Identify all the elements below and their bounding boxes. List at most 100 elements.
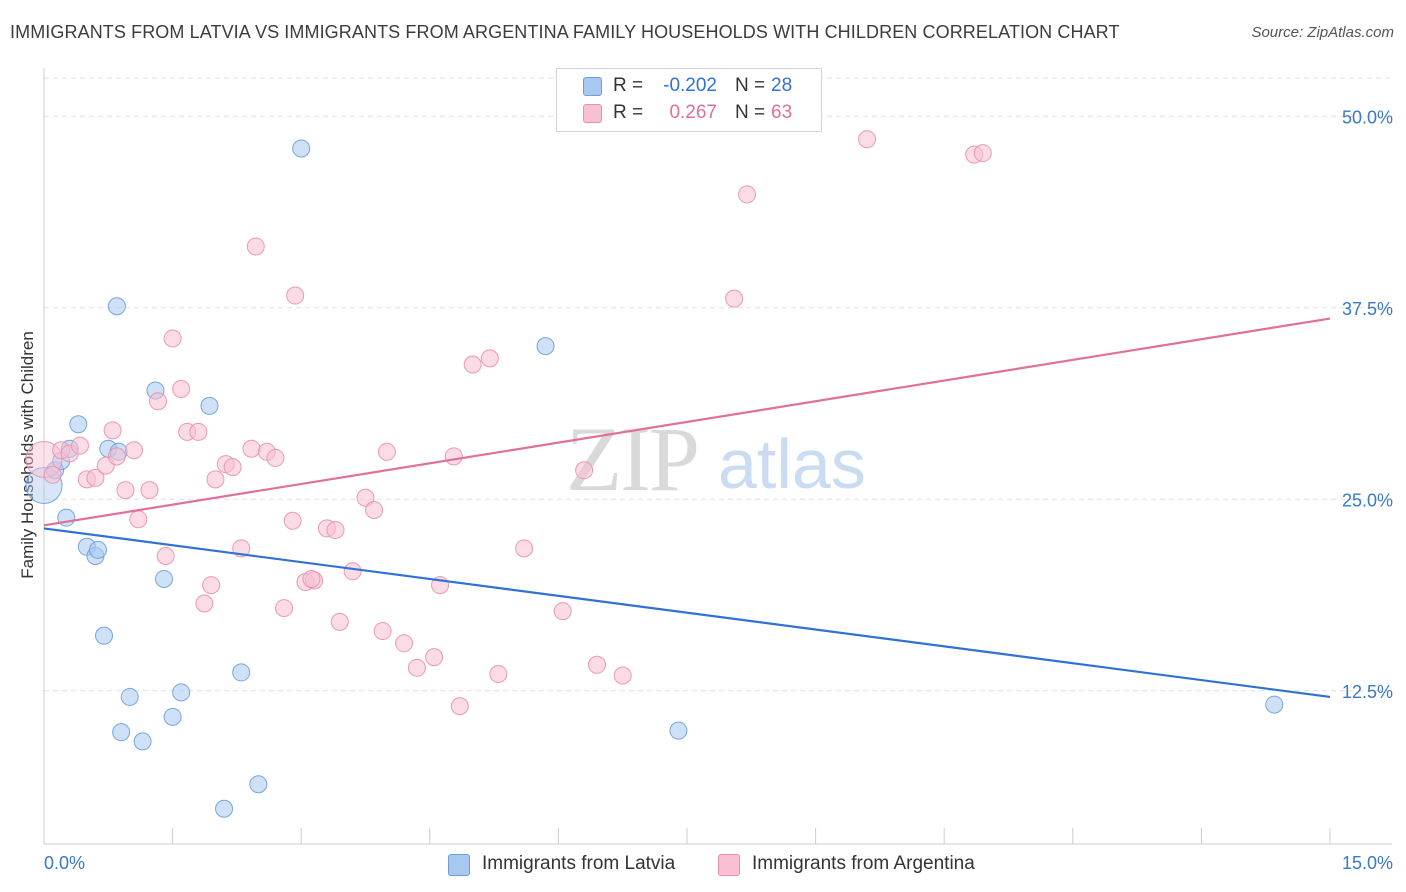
scatter-point[interactable] bbox=[112, 723, 131, 742]
scatter-point[interactable] bbox=[249, 775, 268, 794]
scatter-point[interactable] bbox=[669, 721, 688, 740]
legend-n-value: 63 bbox=[771, 102, 793, 123]
scatter-point[interactable] bbox=[200, 396, 219, 415]
series-points-1 bbox=[25, 130, 992, 716]
trend-line bbox=[43, 527, 1331, 699]
legend-r-value: -0.202 bbox=[663, 75, 717, 96]
scatter-point[interactable] bbox=[69, 415, 88, 434]
scatter-point[interactable] bbox=[536, 337, 555, 356]
y-tick-label: 25.0% bbox=[1342, 490, 1393, 510]
scatter-point[interactable] bbox=[125, 441, 144, 460]
scatter-point[interactable] bbox=[163, 329, 182, 348]
scatter-point[interactable] bbox=[266, 448, 285, 467]
scatter-point[interactable] bbox=[149, 392, 168, 411]
scatter-point[interactable] bbox=[232, 539, 251, 558]
scatter-point[interactable] bbox=[302, 569, 321, 588]
scatter-point[interactable] bbox=[444, 447, 463, 466]
scatter-point[interactable] bbox=[246, 237, 265, 256]
scatter-point[interactable] bbox=[425, 648, 444, 667]
scatter-point[interactable] bbox=[407, 658, 426, 677]
x-ticks bbox=[43, 828, 1331, 844]
series-swatch-argentina bbox=[718, 854, 740, 876]
series-label-latvia: Immigrants from Latvia bbox=[482, 853, 676, 874]
chart-title: IMMIGRANTS FROM LATVIA VS IMMIGRANTS FRO… bbox=[10, 22, 1120, 42]
legend-swatch-argentina bbox=[583, 104, 602, 123]
scatter-point[interactable] bbox=[195, 594, 214, 613]
trend-layer bbox=[43, 317, 1331, 699]
scatter-point[interactable] bbox=[1265, 695, 1284, 714]
scatter-point[interactable] bbox=[450, 697, 469, 716]
scatter-point[interactable] bbox=[71, 436, 90, 455]
trend-line bbox=[43, 317, 1331, 527]
scatter-point[interactable] bbox=[575, 461, 594, 480]
legend-row-argentina: R = 0.267 N = 63 bbox=[557, 100, 821, 126]
stats-legend: R = -0.202 N = 28 R = 0.267 N = 63 bbox=[556, 68, 822, 132]
scatter-point[interactable] bbox=[107, 447, 126, 466]
scatter-point[interactable] bbox=[189, 422, 208, 441]
scatter-point[interactable] bbox=[373, 622, 392, 641]
scatter-point[interactable] bbox=[515, 539, 534, 558]
scatter-point[interactable] bbox=[292, 139, 311, 158]
scatter-point[interactable] bbox=[489, 664, 508, 683]
scatter-point[interactable] bbox=[163, 707, 182, 726]
y-tick-label: 37.5% bbox=[1342, 299, 1393, 319]
watermark-atlas: atlas bbox=[718, 425, 866, 503]
scatter-point[interactable] bbox=[120, 687, 139, 706]
legend-n-label: N = bbox=[735, 102, 766, 123]
scatter-point[interactable] bbox=[356, 488, 375, 507]
scatter-point[interactable] bbox=[613, 666, 632, 685]
legend-n-label: N = bbox=[735, 75, 766, 96]
scatter-point[interactable] bbox=[365, 501, 384, 520]
scatter-point[interactable] bbox=[587, 655, 606, 674]
scatter-point[interactable] bbox=[89, 540, 108, 559]
scatter-point[interactable] bbox=[116, 481, 135, 500]
scatter-point[interactable] bbox=[275, 599, 294, 618]
x-tick-labels: 0.0% 15.0% bbox=[44, 853, 1393, 873]
scatter-point[interactable] bbox=[326, 520, 345, 539]
scatter-point[interactable] bbox=[725, 289, 744, 308]
scatter-point[interactable] bbox=[95, 626, 114, 645]
scatter-point[interactable] bbox=[343, 562, 362, 581]
scatter-point[interactable] bbox=[215, 799, 234, 818]
scatter-point[interactable] bbox=[140, 481, 159, 500]
scatter-point[interactable] bbox=[43, 465, 62, 484]
scatter-point[interactable] bbox=[377, 442, 396, 461]
legend-r-value: 0.267 bbox=[669, 102, 717, 123]
scatter-point[interactable] bbox=[480, 349, 499, 368]
scatter-point[interactable] bbox=[242, 439, 261, 458]
scatter-point[interactable] bbox=[172, 683, 191, 702]
y-tick-label: 50.0% bbox=[1342, 107, 1393, 127]
scatter-point[interactable] bbox=[330, 612, 349, 631]
scatter-point[interactable] bbox=[463, 355, 482, 374]
series-legend: Immigrants from Latvia Immigrants from A… bbox=[0, 852, 1406, 878]
scatter-point[interactable] bbox=[129, 510, 148, 529]
scatter-point[interactable] bbox=[86, 468, 105, 487]
points-layer bbox=[25, 130, 1284, 818]
watermark: ZIP atlas bbox=[566, 408, 866, 510]
series-swatch-latvia bbox=[448, 854, 470, 876]
scatter-point[interactable] bbox=[283, 511, 302, 530]
scatter-point[interactable] bbox=[202, 576, 221, 595]
y-tick-label: 12.5% bbox=[1342, 682, 1393, 702]
scatter-point[interactable] bbox=[738, 185, 757, 204]
scatter-point[interactable] bbox=[103, 421, 122, 440]
scatter-point[interactable] bbox=[156, 546, 175, 565]
gridlines bbox=[44, 77, 1392, 692]
scatter-point[interactable] bbox=[223, 458, 242, 477]
scatter-point[interactable] bbox=[206, 470, 225, 489]
scatter-point[interactable] bbox=[107, 297, 126, 316]
scatter-point[interactable] bbox=[172, 379, 191, 398]
scatter-point[interactable] bbox=[155, 569, 174, 588]
scatter-point[interactable] bbox=[133, 732, 152, 751]
legend-swatch-latvia bbox=[583, 77, 602, 96]
scatter-point[interactable] bbox=[973, 144, 992, 163]
scatter-point[interactable] bbox=[395, 634, 414, 653]
scatter-point[interactable] bbox=[858, 130, 877, 149]
scatter-point[interactable] bbox=[553, 602, 572, 621]
legend-n-value: 28 bbox=[771, 75, 793, 96]
scatter-point[interactable] bbox=[286, 286, 305, 305]
scatter-point[interactable] bbox=[232, 663, 251, 682]
x-tick-label: 0.0% bbox=[44, 853, 85, 873]
legend-r-label: R = bbox=[613, 102, 644, 123]
